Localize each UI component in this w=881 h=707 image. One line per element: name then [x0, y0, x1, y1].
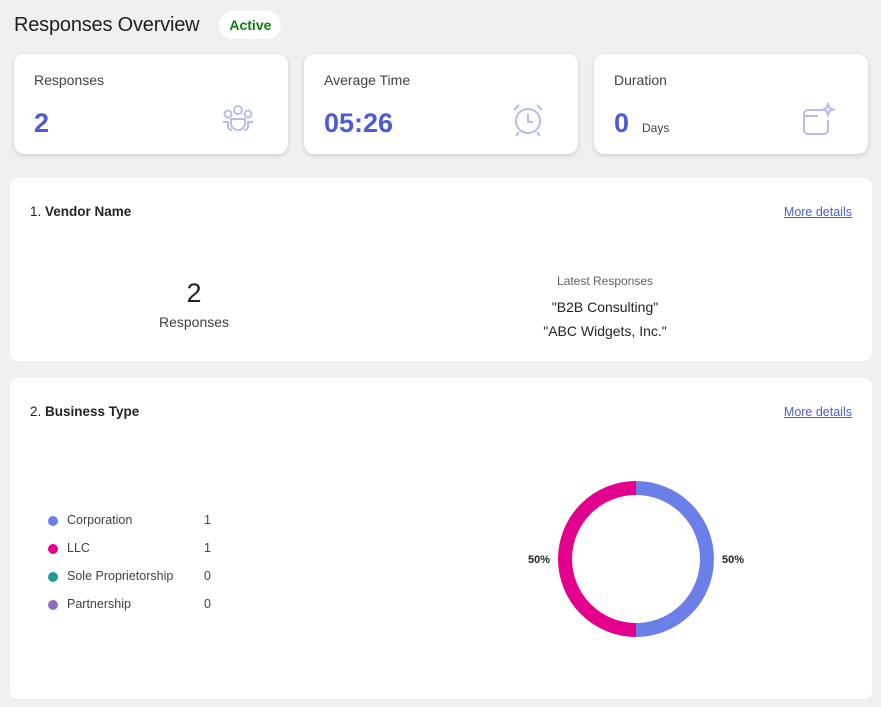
- question-title: 2. Business Type: [30, 404, 139, 419]
- stat-label: Duration: [614, 72, 667, 88]
- legend-name: Corporation: [67, 513, 133, 527]
- stat-value: 05:26: [324, 108, 394, 138]
- latest-responses-title: Latest Responses: [556, 274, 654, 288]
- more-details-link[interactable]: More details: [783, 405, 852, 419]
- chart-legend: Corporation 1 LLC 1 Sole Proprietorship …: [48, 512, 218, 624]
- latest-response-item: "ABC Widgets, Inc.": [543, 323, 667, 339]
- legend-item-partnership: Partnership 0: [48, 596, 218, 624]
- stat-label: Responses: [34, 72, 105, 88]
- stat-value: 0: [614, 108, 630, 138]
- stat-value: 2: [34, 108, 50, 138]
- question-label: Vendor Name: [45, 204, 132, 219]
- page-title: Responses Overview: [14, 13, 200, 36]
- legend-dot: [48, 544, 58, 554]
- people-group-icon: [220, 102, 256, 138]
- response-count-value: 2: [186, 278, 202, 308]
- question-panel-vendor-name: 1. Vendor Name More details 2 Responses …: [10, 178, 872, 361]
- donut-chart: 50% 50%: [528, 481, 744, 637]
- duration-card: Duration 0 Days: [594, 54, 868, 154]
- donut-data-label: 50%: [722, 554, 744, 566]
- status-badge: Active: [219, 11, 282, 39]
- stat-label: Average Time: [324, 72, 411, 88]
- alarm-clock-icon: [510, 102, 546, 138]
- legend-dot: [48, 516, 58, 526]
- legend-dot: [48, 572, 58, 582]
- legend-dot: [48, 600, 58, 610]
- question-label: Business Type: [45, 404, 140, 419]
- legend-item-corporation: Corporation 1: [48, 512, 218, 540]
- question-number: 1.: [30, 204, 42, 219]
- more-details-link[interactable]: More details: [783, 205, 852, 219]
- responses-card: Responses 2: [14, 54, 288, 154]
- legend-count: 1: [204, 513, 211, 527]
- donut-slice-llc[interactable]: [558, 481, 637, 637]
- response-count-label: Responses: [158, 314, 230, 330]
- legend-item-sole-proprietorship: Sole Proprietorship 0: [48, 568, 218, 596]
- stat-unit: Days: [642, 121, 670, 135]
- latest-responses: Latest Responses "B2B Consulting" "ABC W…: [505, 274, 705, 343]
- legend-count: 1: [204, 541, 211, 555]
- legend-name: Partnership: [67, 597, 131, 611]
- question-title: 1. Vendor Name: [30, 204, 131, 219]
- question-number: 2.: [30, 404, 42, 419]
- calendar-sparkle-icon: [800, 102, 836, 138]
- legend-count: 0: [204, 597, 211, 611]
- legend-name: Sole Proprietorship: [67, 569, 174, 583]
- average-time-card: Average Time 05:26: [304, 54, 578, 154]
- question-panel-business-type: 2. Business Type More details Corporatio…: [10, 378, 872, 699]
- latest-response-item: "B2B Consulting": [551, 299, 659, 315]
- donut-slice-corporation[interactable]: [635, 481, 714, 637]
- donut-data-label: 50%: [528, 554, 550, 566]
- legend-count: 0: [204, 569, 211, 583]
- legend-item-llc: LLC 1: [48, 540, 218, 568]
- header: Responses Overview Active: [14, 10, 282, 40]
- legend-name: LLC: [67, 541, 90, 555]
